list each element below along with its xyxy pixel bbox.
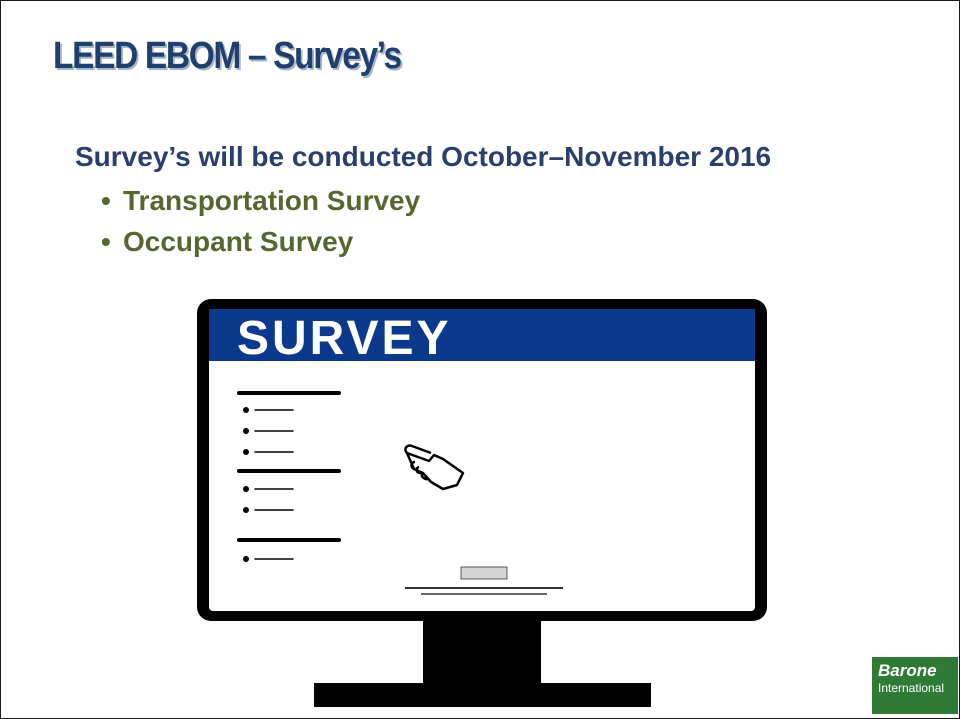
bullet-label: Occupant Survey xyxy=(123,226,354,257)
bullet-item-occupant: • Occupant Survey xyxy=(101,221,420,262)
form-lines-group xyxy=(237,391,341,560)
pointing-hand-icon xyxy=(404,444,465,491)
logo-line-1: Barone xyxy=(878,661,937,680)
barone-logo: Barone International xyxy=(872,657,958,714)
bullet-label: Transportation Survey xyxy=(123,185,421,216)
survey-header-bar xyxy=(209,309,755,361)
survey-header-text: SURVEY xyxy=(237,312,452,365)
bullet-symbol: • xyxy=(101,226,111,257)
slide-title: LEED EBOM – Survey’s xyxy=(53,35,402,77)
monitor-icon: SURVEY xyxy=(197,299,767,707)
bullet-item-transportation: • Transportation Survey xyxy=(101,180,420,221)
bullet-symbol: • xyxy=(101,185,111,216)
logo-line-2: International xyxy=(878,681,945,695)
bullet-list: • Transportation Survey • Occupant Survey xyxy=(101,180,420,262)
slide-subtitle: Survey’s will be conducted October–Novem… xyxy=(75,141,772,172)
monitor-neck xyxy=(423,621,541,685)
submit-button-graphic xyxy=(460,566,508,580)
form-bullets-group xyxy=(243,407,249,562)
monitor-base xyxy=(314,683,651,707)
